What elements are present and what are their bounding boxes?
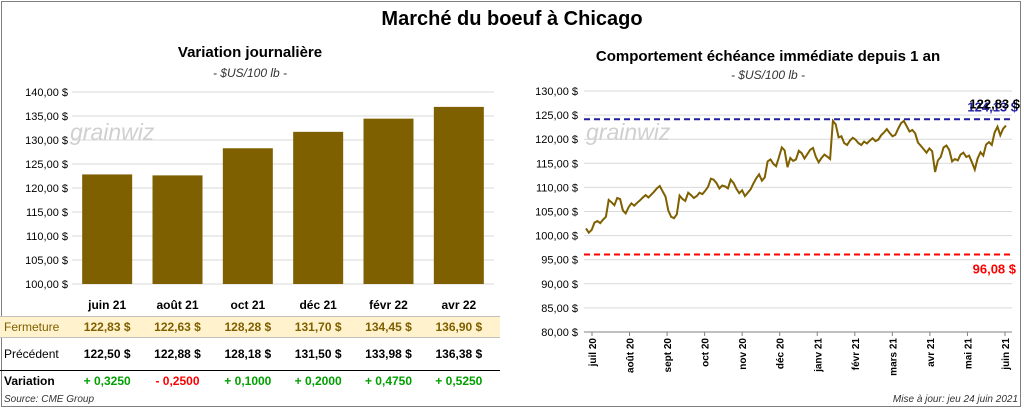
left-chart-title: Variation journalière [177,44,323,61]
close-value: 128,28 $ [224,320,272,334]
y-tick-label: 90,00 $ [541,279,578,291]
category-label: oct 21 [230,298,266,312]
variation-value: + 0,4750 [364,374,413,388]
y-tick-label: 95,00 $ [541,255,578,267]
x-tick-label: févr 21 [851,338,862,371]
y-tick-label: 125,00 $ [535,110,578,122]
high-label: 124,13 $ [967,99,1018,114]
right-chart-unit: - $US/100 lb - [730,68,806,82]
prev-value: 122,50 $ [83,347,131,361]
right-chart-title: Comportement échéance immédiate depuis 1… [595,48,941,65]
line-chart: 80,00 $ 85,00 $ 90,00 $ 95,00 $ 100,00 $ 105,… [535,86,1021,376]
bar-chart: 100,00 $ 105,00 $ 110,00 $ 115,00 $ 120,00 $… [25,87,494,290]
var-row: Variation + 0,3250 - 0,2500 + 0,1000 + 0,20… [0,370,500,391]
bar [363,118,414,284]
x-tick-label: sept 20 [663,338,674,373]
prev-value: 133,98 $ [365,347,412,361]
y-tick-label: 115,00 $ [536,158,578,170]
x-tick-label: avr 21 [926,338,937,367]
category-label: juin 21 [88,298,127,312]
x-tick-label: juin 21 [1001,338,1012,371]
prev-value: 128,18 $ [224,347,272,361]
y-tick-label: 110,00 $ [26,231,68,243]
y-tick-label: 100,00 $ [25,279,68,290]
prev-row-label: Précédent [4,347,59,361]
update-note: Mise à jour: jeu 24 juin 2021 [892,394,1018,405]
var-row-label: Variation [4,374,55,388]
close-row: Fermeture 122,83 $ 122,63 $ 128,28 $ 131,70… [0,316,500,338]
watermark: grainwiz [586,119,671,145]
y-tick-label: 115,00 $ [26,207,68,219]
category-label: avr 22 [441,298,477,312]
x-tick-label: nov 20 [738,338,749,370]
variation-value: - 0,2500 [155,374,200,388]
close-value: 122,63 $ [154,320,201,334]
y-tick-label: 120,00 $ [25,183,68,195]
variation-value: + 0,1000 [224,374,272,388]
x-tick-label: août 20 [626,338,637,373]
variation-value: + 0,3250 [83,374,131,388]
prev-value: 122,88 $ [154,347,201,361]
category-label: févr 22 [369,298,408,312]
category-label: août 21 [156,298,199,312]
x-tick-label: mai 21 [963,338,974,370]
category-label: déc 21 [299,298,337,312]
y-tick-label: 135,00 $ [25,111,68,123]
y-tick-label: 120,00 $ [535,134,578,146]
x-tick-label: juil 20 [588,338,599,368]
x-tick-label: mars 21 [888,338,899,376]
x-tick-label: oct 20 [701,338,712,367]
y-tick-label: 80,00 $ [541,327,578,339]
close-row-label: Fermeture [4,320,60,334]
price-line [585,118,1007,235]
y-tick-label: 130,00 $ [535,86,578,98]
low-label: 96,08 $ [973,261,1017,276]
bar [293,131,344,284]
last-price-label: 122,83 $ [969,96,1020,111]
y-tick-label: 100,00 $ [535,231,578,243]
close-value: 122,83 $ [83,320,131,334]
bar [433,106,484,284]
y-tick-label: 140,00 $ [25,87,68,99]
prev-row: Précédent 122,50 $ 122,88 $ 128,18 $ 131,50… [0,344,500,364]
variation-value: + 0,2000 [294,374,342,388]
close-value: 136,90 $ [435,320,483,334]
y-tick-label: 105,00 $ [25,255,68,267]
prev-value: 136,38 $ [435,347,483,361]
bar [222,148,273,284]
close-value: 134,45 $ [365,320,412,334]
variation-value: + 0,5250 [435,374,483,388]
source-note: Source: CME Group [4,394,95,405]
left-chart-unit: - $US/100 lb - [212,66,288,80]
close-value: 131,70 $ [294,320,342,334]
page-title: Marché du boeuf à Chicago [381,8,643,30]
x-tick-label: janv 21 [813,338,824,373]
prev-value: 131,50 $ [294,347,342,361]
watermark: grainwiz [70,119,155,145]
y-tick-label: 130,00 $ [25,135,68,147]
bar [152,175,203,284]
bar [82,174,133,284]
y-tick-label: 125,00 $ [25,159,68,171]
y-tick-label: 105,00 $ [535,207,578,219]
x-tick-label: déc 20 [776,338,787,370]
y-tick-label: 110,00 $ [536,182,578,194]
y-tick-label: 85,00 $ [541,303,578,315]
